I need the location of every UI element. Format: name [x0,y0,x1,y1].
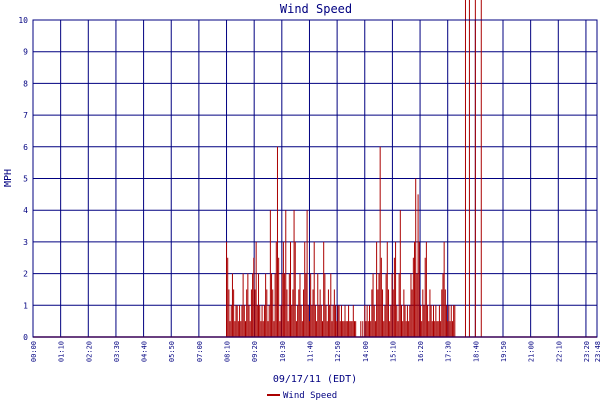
x-tick-label: 17:30 [445,341,453,362]
y-tick-label: 2 [23,270,28,279]
x-tick-label: 18:40 [472,341,480,362]
y-tick-label: 8 [23,79,28,88]
x-tick-label: 02:20 [85,341,93,362]
y-tick-label: 0 [23,333,28,342]
x-axis-ticks: 00:00 01:10 02:20 03:30 04:40 05:50 07:00 08:10… [30,341,600,362]
x-tick-label: 16:20 [417,341,425,362]
x-axis-label: 09/17/11 (EDT) [273,374,357,385]
x-tick-label: 09:20 [251,341,259,362]
y-tick-label: 9 [23,48,28,57]
y-tick-label: 3 [23,238,28,247]
legend-label: Wind Speed [283,391,337,400]
x-tick-label: 07:00 [196,341,204,362]
y-tick-label: 6 [23,143,28,152]
y-tick-label: 5 [23,175,28,184]
x-tick-label: 19:50 [500,341,508,362]
y-tick-label: 4 [23,206,28,215]
y-tick-label: 7 [23,111,28,120]
x-tick-label: 23:48 [594,341,600,362]
y-axis-ticks: 0 1 2 3 4 5 6 7 8 9 10 [18,16,28,342]
chart-title: Wind Speed [280,2,352,16]
x-tick-label: 10:30 [279,341,287,362]
x-tick-label: 12:50 [334,341,342,362]
x-tick-label: 15:10 [389,341,397,362]
x-tick-label: 14:00 [362,341,370,362]
y-axis-label: MPH [3,169,14,187]
x-tick-label: 21:00 [528,341,536,362]
y-tick-label: 10 [18,16,28,25]
y-tick-label: 1 [23,301,28,310]
x-tick-label: 22:10 [555,341,563,362]
x-tick-label: 11:40 [306,341,314,362]
chart-legend: Wind Speed [267,391,337,400]
x-tick-label: 23:20 [583,341,591,362]
x-tick-label: 08:10 [224,341,232,362]
x-tick-label: 05:50 [168,341,176,362]
x-tick-label: 00:00 [30,341,38,362]
x-tick-label: 03:30 [113,341,121,362]
x-tick-label: 04:40 [141,341,149,362]
x-tick-label: 01:10 [58,341,66,362]
plot-frame [32,19,598,338]
